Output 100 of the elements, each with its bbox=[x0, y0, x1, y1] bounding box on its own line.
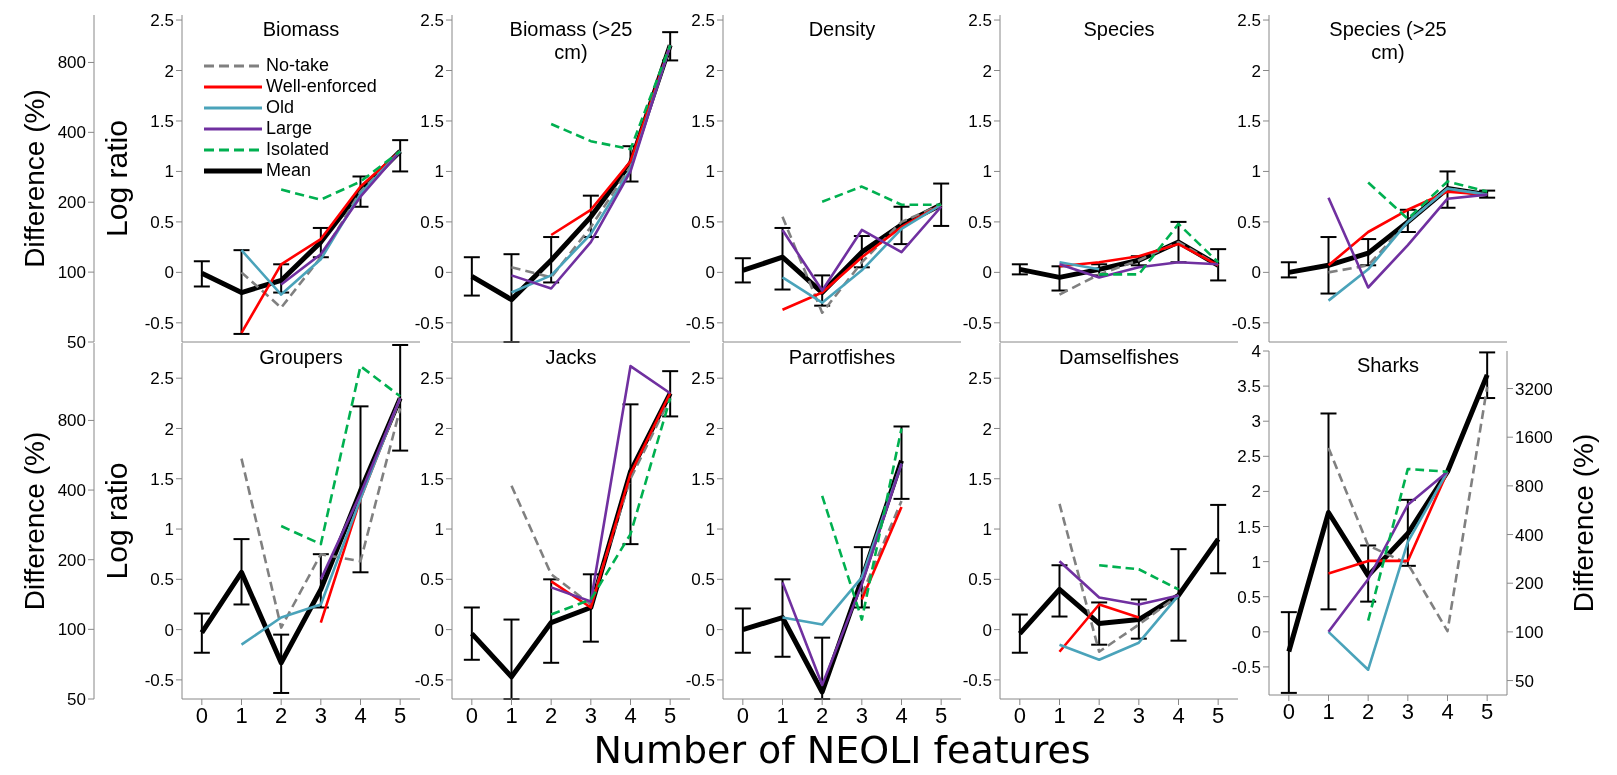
y2-tick-label: 50 bbox=[1515, 671, 1534, 691]
y-tick-label: 0.5 bbox=[968, 212, 992, 232]
y2-tick-label: 100 bbox=[57, 620, 86, 640]
y2-tick-label: 50 bbox=[67, 333, 86, 353]
x-tick-label: 4 bbox=[1172, 702, 1185, 728]
y-tick-label: 0 bbox=[434, 620, 444, 640]
y-tick-label: 2 bbox=[705, 61, 715, 81]
x-tick-label: 0 bbox=[195, 702, 208, 728]
y2-tick-label: 3200 bbox=[1515, 379, 1553, 399]
y-tick-label: 1.5 bbox=[420, 469, 444, 489]
chart-title: Parrotfishes bbox=[787, 346, 897, 369]
y-tick-label: 1.5 bbox=[150, 469, 174, 489]
y-tick-label: -0.5 bbox=[1231, 313, 1261, 333]
y-tick-label: 3.5 bbox=[1237, 377, 1261, 397]
x-tick-label: 5 bbox=[1481, 698, 1494, 724]
y-tick-label: 0.5 bbox=[420, 212, 444, 232]
y-tick-label: 0.5 bbox=[1237, 212, 1261, 232]
x-tick-label: 0 bbox=[1013, 702, 1026, 728]
x-tick-label: 1 bbox=[235, 702, 248, 728]
y-tick-label: 1 bbox=[434, 162, 444, 182]
y-tick-label: 1 bbox=[1251, 552, 1261, 572]
y-tick-label: 2.5 bbox=[1237, 11, 1261, 31]
x-tick-label: 5 bbox=[935, 702, 948, 728]
x-tick-label: 5 bbox=[394, 702, 407, 728]
y-tick-label: 0 bbox=[164, 263, 174, 283]
y-tick-label: 2.5 bbox=[150, 11, 174, 31]
x-axis-title: Number of NEOLI features bbox=[593, 728, 1091, 772]
text: Species (>25 cm) bbox=[1328, 18, 1448, 64]
y-tick-label: 2 bbox=[982, 61, 992, 81]
y-tick-label: 1 bbox=[982, 162, 992, 182]
y-tick-label: 0.5 bbox=[691, 212, 715, 232]
y-tick-label: 1.5 bbox=[1237, 517, 1261, 537]
y-tick-label: 2.5 bbox=[968, 11, 992, 31]
y2-tick-label: 800 bbox=[57, 53, 86, 73]
chart-title: Density bbox=[807, 18, 877, 41]
y2-tick-label: 800 bbox=[57, 411, 86, 431]
x-tick-label: 4 bbox=[1441, 698, 1454, 724]
y-tick-label: 2.5 bbox=[968, 369, 992, 389]
text: Biomass (>25 cm) bbox=[508, 18, 634, 64]
y-tick-label: 1 bbox=[434, 520, 444, 540]
y-tick-label: 0 bbox=[164, 620, 174, 640]
y2-tick-label: 400 bbox=[57, 481, 86, 501]
y-tick-label: 1.5 bbox=[1237, 112, 1261, 132]
y-tick-label: 0 bbox=[1251, 622, 1261, 642]
y-tick-label: -0.5 bbox=[685, 313, 715, 333]
y-tick-label: 0 bbox=[982, 263, 992, 283]
y-tick-label: 2.5 bbox=[150, 369, 174, 389]
y-tick-label: 0 bbox=[434, 263, 444, 283]
y-tick-label: 1.5 bbox=[968, 112, 992, 132]
y-tick-label: 0 bbox=[705, 620, 715, 640]
y2-tick-label: 1600 bbox=[1515, 428, 1553, 448]
y-tick-label: 1.5 bbox=[691, 469, 715, 489]
y2-axis-title: Difference (%) bbox=[18, 431, 50, 611]
x-tick-label: 2 bbox=[275, 702, 288, 728]
y-tick-label: 1.5 bbox=[968, 469, 992, 489]
y2-axis-title: Difference (%) bbox=[18, 89, 50, 268]
y-tick-label: 2 bbox=[1251, 482, 1261, 502]
x-tick-label: 2 bbox=[1362, 698, 1375, 724]
y-tick-label: 1 bbox=[1251, 162, 1261, 182]
y-tick-label: 2.5 bbox=[420, 369, 444, 389]
y-tick-label: 3 bbox=[1251, 412, 1261, 432]
y2-tick-label: 400 bbox=[1515, 525, 1544, 545]
y-tick-label: 0.5 bbox=[1237, 587, 1261, 607]
y2-axis-title: Difference (%) bbox=[1567, 433, 1599, 613]
y-tick-label: 0.5 bbox=[150, 570, 174, 590]
y-tick-label: 1 bbox=[705, 162, 715, 182]
x-tick-label: 3 bbox=[1132, 702, 1145, 728]
x-tick-label: 5 bbox=[664, 702, 677, 728]
chart-title: Sharks bbox=[1355, 354, 1421, 377]
legend-label: No-take bbox=[266, 55, 330, 76]
x-tick-label: 4 bbox=[624, 702, 637, 728]
y2-tick-label: 400 bbox=[57, 123, 86, 143]
legend-label: Old bbox=[266, 97, 295, 118]
x-tick-label: 4 bbox=[354, 702, 367, 728]
y-tick-label: 2 bbox=[982, 419, 992, 439]
x-tick-label: 1 bbox=[1322, 698, 1335, 724]
y2-tick-label: 200 bbox=[57, 193, 86, 213]
y2-tick-label: 100 bbox=[1515, 622, 1544, 642]
x-tick-label: 2 bbox=[545, 702, 558, 728]
y-tick-label: 0.5 bbox=[691, 570, 715, 590]
x-tick-label: 0 bbox=[1282, 698, 1295, 724]
chart-title: Biomass bbox=[261, 18, 341, 41]
y-tick-label: 2 bbox=[164, 419, 174, 439]
y2-tick-label: 200 bbox=[1515, 574, 1544, 594]
x-tick-label: 5 bbox=[1212, 702, 1225, 728]
x-tick-label: 2 bbox=[816, 702, 829, 728]
x-tick-label: 1 bbox=[776, 702, 789, 728]
y-tick-label: 0 bbox=[705, 263, 715, 283]
y-tick-label: 1.5 bbox=[420, 112, 444, 132]
chart-title: Jacks bbox=[544, 346, 598, 369]
y-tick-label: -0.5 bbox=[144, 313, 174, 333]
y-tick-label: -0.5 bbox=[962, 313, 992, 333]
y-tick-label: 1 bbox=[982, 520, 992, 540]
x-tick-label: 3 bbox=[584, 702, 597, 728]
y-tick-label: -0.5 bbox=[414, 313, 444, 333]
y-tick-label: -0.5 bbox=[962, 670, 992, 690]
legend-label: Well-enforced bbox=[266, 76, 377, 97]
y-tick-label: 1.5 bbox=[150, 112, 174, 132]
y-tick-label: 2 bbox=[434, 419, 444, 439]
y-tick-label: 2.5 bbox=[1237, 447, 1261, 467]
